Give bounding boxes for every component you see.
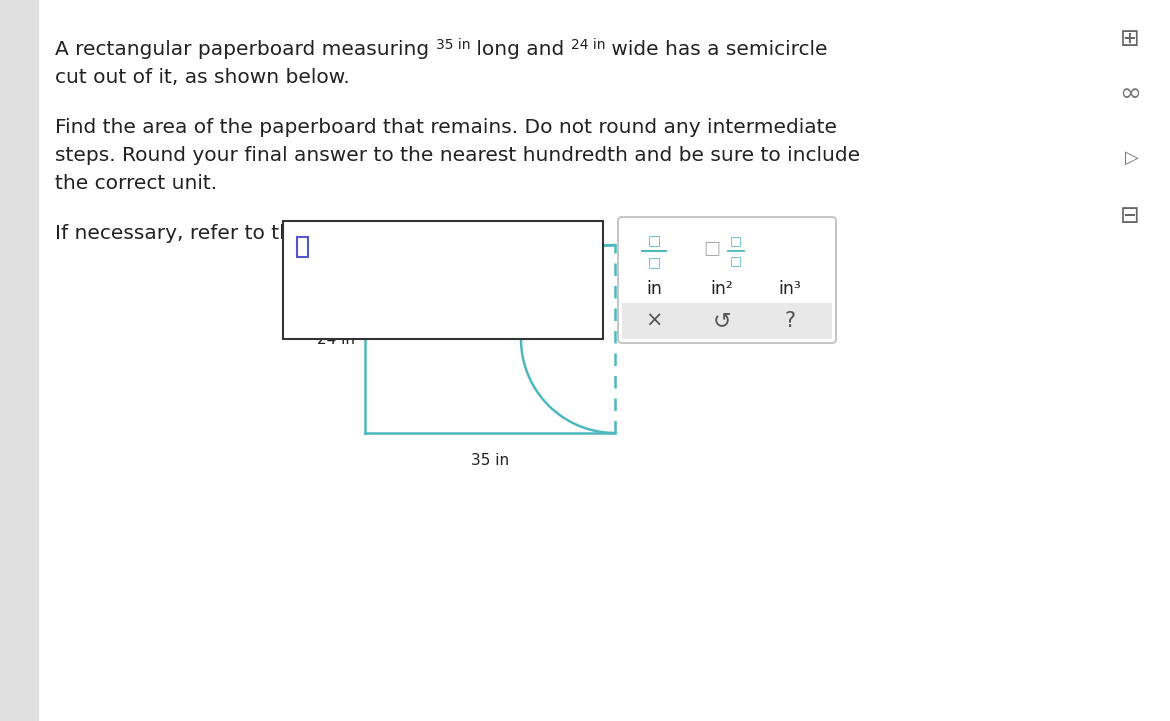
Text: Find the area of the paperboard that remains. Do not round any intermediate: Find the area of the paperboard that rem…: [55, 118, 837, 137]
Text: in³: in³: [778, 280, 801, 298]
Text: ⊞: ⊞: [1120, 27, 1140, 51]
Text: □: □: [730, 234, 742, 247]
Text: If necessary, refer to the: If necessary, refer to the: [55, 224, 311, 243]
Bar: [622, 303, 832, 339]
Text: cut out of it, as shown below.: cut out of it, as shown below.: [55, 68, 350, 87]
Bar: [283, 221, 603, 339]
Text: 24 in: 24 in: [317, 332, 355, 347]
FancyBboxPatch shape: [618, 217, 837, 343]
Text: ↺: ↺: [713, 311, 731, 331]
Text: ∞: ∞: [1119, 81, 1141, 107]
Text: long and: long and: [470, 40, 571, 59]
Text: A rectangular paperboard measuring: A rectangular paperboard measuring: [55, 40, 435, 59]
Text: 35 in: 35 in: [435, 38, 470, 52]
Text: □: □: [647, 255, 661, 269]
Bar: [0, 0, 37, 721]
Text: ?: ?: [784, 311, 796, 331]
Text: 35 in: 35 in: [472, 453, 509, 468]
Text: ▷: ▷: [1126, 149, 1138, 167]
Text: list of geometry formulas.: list of geometry formulas.: [311, 224, 509, 239]
Text: ×: ×: [645, 311, 662, 331]
Text: □: □: [703, 240, 721, 258]
Text: wide has a semicircle: wide has a semicircle: [605, 40, 827, 59]
Text: the correct unit.: the correct unit.: [55, 174, 218, 193]
Text: 24 in: 24 in: [571, 38, 605, 52]
Text: in: in: [646, 280, 662, 298]
Text: in²: in²: [710, 280, 734, 298]
Bar: [297, 237, 308, 257]
Text: □: □: [730, 255, 742, 267]
Text: ⊟: ⊟: [1120, 204, 1140, 228]
Text: steps. Round your final answer to the nearest hundredth and be sure to include: steps. Round your final answer to the ne…: [55, 146, 860, 165]
Text: □: □: [647, 233, 661, 247]
